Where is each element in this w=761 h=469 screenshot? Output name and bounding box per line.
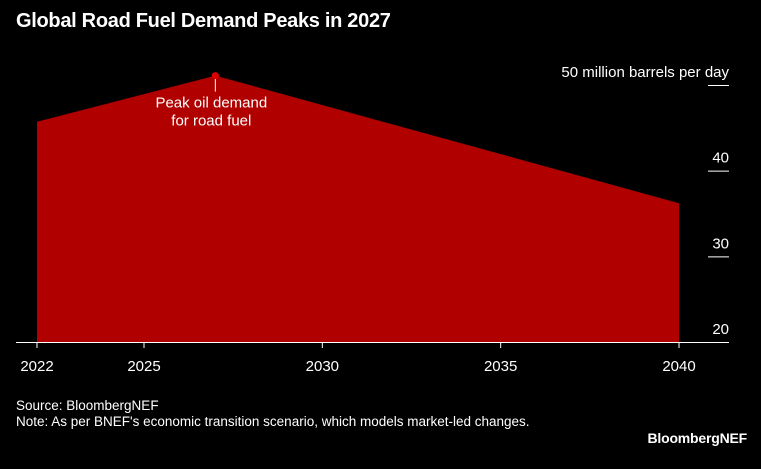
source-text: Source: BloombergNEF <box>16 398 159 413</box>
demand-area <box>37 75 679 342</box>
annotation-label: Peak oil demand <box>155 95 267 112</box>
chart-footer: Source: BloombergNEF Note: As per BNEF's… <box>16 398 576 430</box>
y-tick-label-20: 20 <box>712 321 729 338</box>
x-tick-label-2022: 2022 <box>20 358 53 375</box>
x-tick-label-2030: 2030 <box>306 358 339 375</box>
x-tick-label-2035: 2035 <box>484 358 517 375</box>
bloombergnef-logo: BloombergNEF <box>647 430 748 446</box>
x-tick-label-2025: 2025 <box>127 358 160 375</box>
x-tick-label-2040: 2040 <box>662 358 695 375</box>
note-text: Note: As per BNEF's economic transition … <box>16 414 530 429</box>
annotation-label: for road fuel <box>171 113 251 130</box>
peak-marker-dot <box>211 72 219 80</box>
y-tick-label-30: 30 <box>712 235 729 252</box>
y-tick-label-40: 40 <box>712 150 729 167</box>
chart-title: Global Road Fuel Demand Peaks in 2027 <box>16 10 391 32</box>
y-tick-label-50: 50 million barrels per day <box>561 64 729 81</box>
